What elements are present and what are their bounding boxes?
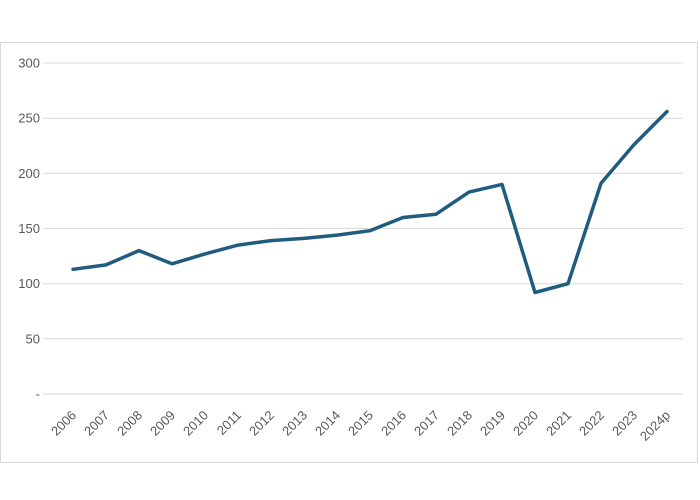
x-tick-label: 2007: [81, 408, 112, 439]
x-tick-label: 2019: [477, 408, 508, 439]
y-tick-label: 100: [18, 276, 40, 291]
x-tick-label: 2018: [444, 408, 475, 439]
x-tick-label: 2010: [180, 408, 211, 439]
x-tick-label: 2013: [279, 408, 310, 439]
y-tick-label: 50: [26, 331, 40, 346]
chart-frame: [0, 42, 698, 463]
x-tick-label: 2020: [510, 408, 541, 439]
x-tick-label: 2014: [312, 408, 343, 439]
y-tick-label: -: [36, 387, 40, 402]
x-tick-label: 2008: [114, 408, 145, 439]
x-tick-label: 2011: [214, 408, 244, 438]
x-tick-label: 2022: [576, 408, 607, 439]
x-tick-label: 2016: [378, 408, 409, 439]
x-tick-label: 2015: [345, 408, 376, 439]
y-tick-label: 200: [18, 166, 40, 181]
x-tick-label: 2012: [246, 408, 277, 439]
x-tick-label: 2023: [609, 408, 640, 439]
x-tick-label: 2021: [543, 408, 574, 439]
y-tick-label: 250: [18, 111, 40, 126]
series-line: [71, 109, 669, 295]
x-tick-label: 2017: [411, 408, 442, 439]
x-tick-label: 2024p: [637, 408, 673, 444]
x-tick-label: 2009: [147, 408, 178, 439]
y-tick-label: 150: [18, 221, 40, 236]
y-tick-label: 300: [18, 56, 40, 71]
x-tick-label: 2006: [48, 408, 79, 439]
